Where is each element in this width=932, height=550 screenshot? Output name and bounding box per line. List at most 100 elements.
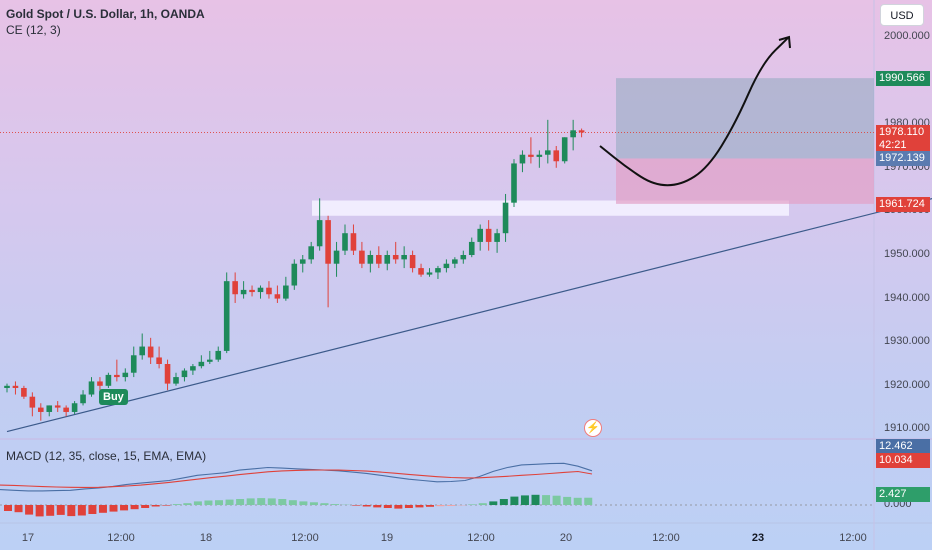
candle-body xyxy=(308,246,314,260)
candle-body xyxy=(435,268,441,273)
candle-body xyxy=(528,154,534,157)
macd-histogram-bar xyxy=(542,495,551,505)
candle-body xyxy=(452,259,458,264)
candle-body xyxy=(350,233,357,251)
candle-body xyxy=(409,255,416,269)
macd-histogram-bar xyxy=(404,505,413,508)
candle-body xyxy=(561,137,568,162)
candle-body xyxy=(215,350,222,360)
candle-body xyxy=(164,364,171,384)
macd-histogram-bar xyxy=(67,505,76,517)
time-tick-label: 12:00 xyxy=(467,532,495,544)
macd-histogram-bar xyxy=(573,497,582,505)
macd-value-label: 12.462 xyxy=(876,439,930,454)
candle-body xyxy=(545,150,551,155)
macd-histogram-bar xyxy=(225,499,234,505)
symbol-title: Gold Spot / U.S. Dollar, 1h, OANDA xyxy=(6,7,205,21)
lightning-icon[interactable]: ⚡ xyxy=(584,419,602,437)
candle-body xyxy=(266,287,272,295)
candle-body xyxy=(376,255,382,264)
macd-histogram-bar xyxy=(468,504,477,505)
macd-histogram-bar xyxy=(563,496,572,505)
macd-histogram-bar xyxy=(183,503,192,505)
candle-body xyxy=(477,228,483,242)
candle-body xyxy=(511,163,517,203)
candle-body xyxy=(553,150,560,162)
macd-histogram-bar xyxy=(98,505,107,513)
candle-body xyxy=(485,228,492,242)
candle-body xyxy=(12,385,19,388)
macd-histogram-bar xyxy=(162,505,171,506)
candle-body xyxy=(274,294,281,299)
price-tick-label: 1920.000 xyxy=(884,378,930,391)
candle-body xyxy=(97,381,103,386)
time-tick-label: 19 xyxy=(380,532,394,544)
macd-line xyxy=(0,462,593,492)
macd-histogram-bar xyxy=(383,505,392,508)
candle-body xyxy=(367,255,374,264)
candle-body xyxy=(291,263,298,286)
macd-histogram-bar xyxy=(56,505,65,515)
candle-body xyxy=(392,255,399,260)
macd-histogram-bar xyxy=(278,499,287,505)
candle-body xyxy=(299,259,306,264)
macd-histogram-bar xyxy=(584,497,593,505)
macd-histogram-bar xyxy=(478,503,487,505)
price-tick-label: 2000.000 xyxy=(884,30,930,42)
time-tick-label: 18 xyxy=(199,532,213,544)
candle-body xyxy=(122,372,129,378)
candle-body xyxy=(578,130,585,133)
macd-histogram-bar xyxy=(309,502,318,505)
macd-histogram-bar xyxy=(25,505,34,515)
macd-histogram-bar xyxy=(510,496,519,505)
candle-body xyxy=(342,233,348,251)
macd-histogram-bar xyxy=(447,505,456,506)
macd-histogram-bar xyxy=(204,500,213,505)
target-box xyxy=(616,78,874,159)
candle-body xyxy=(173,377,179,384)
macd-label: MACD (12, 35, close, 15, EMA, EMA) xyxy=(6,449,207,463)
candle-body xyxy=(401,255,407,260)
macd-histogram-bar xyxy=(14,505,23,513)
candle-body xyxy=(240,289,247,295)
macd-histogram-bar xyxy=(130,505,139,510)
candle-body xyxy=(384,255,391,264)
currency-button[interactable]: USD xyxy=(880,4,924,26)
macd-histogram-bar xyxy=(288,500,297,505)
macd-histogram-bar xyxy=(531,494,540,505)
price-label: 1978.110 42:21 xyxy=(876,125,930,154)
candle-body xyxy=(283,285,289,299)
price-label: 1961.724 xyxy=(876,196,930,212)
macd-histogram-bar xyxy=(362,505,371,507)
macd-histogram-bar xyxy=(352,505,361,506)
candle-body xyxy=(63,407,69,412)
candle-body xyxy=(198,361,205,367)
macd-histogram-bar xyxy=(520,495,529,505)
candle-body xyxy=(443,263,450,269)
candle-body xyxy=(114,374,120,378)
macd-histogram-bar xyxy=(4,505,12,511)
macd-value-label: 10.034 xyxy=(876,453,930,468)
candle-body xyxy=(316,220,323,247)
arrowhead-icon xyxy=(778,35,791,49)
macd-histogram-bar xyxy=(552,495,561,505)
macd-value-label: 2.427 xyxy=(876,487,930,502)
candle-body xyxy=(38,407,44,412)
candle-body xyxy=(426,272,433,275)
candle-body xyxy=(232,281,238,295)
candle-body xyxy=(4,385,10,388)
time-tick-label: 12:00 xyxy=(652,532,680,544)
candle-body xyxy=(80,394,86,404)
price-tick-label: 1910.000 xyxy=(884,422,930,435)
macd-histogram-bar xyxy=(257,498,266,505)
macd-histogram-bar xyxy=(193,501,202,505)
projection-arrow xyxy=(599,36,790,187)
macd-histogram-bar xyxy=(77,505,86,516)
time-tick-label: 12:00 xyxy=(291,532,319,544)
macd-histogram-bar xyxy=(172,504,181,505)
macd-histogram-bar xyxy=(426,505,434,507)
macd-histogram-bar xyxy=(120,505,129,511)
time-tick-label: 17 xyxy=(21,532,35,544)
candle-body xyxy=(139,346,145,356)
